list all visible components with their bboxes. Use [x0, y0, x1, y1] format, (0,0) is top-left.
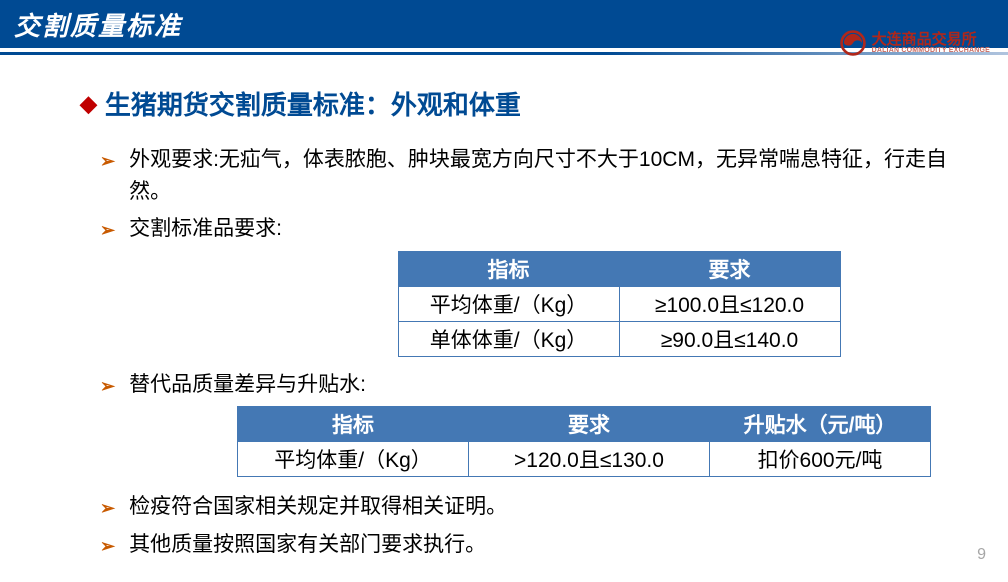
- bullet-text: 外观要求:无疝气，体表脓胞、肿块最宽方向尺寸不大于10CM，无异常喘息特征，行走…: [129, 144, 948, 207]
- logo-swirl-icon: [840, 30, 866, 56]
- logo-main-text: 大连商品交易所: [872, 32, 990, 47]
- th-requirement: 要求: [619, 251, 840, 286]
- cell: ≥100.0且≤120.0: [619, 286, 840, 321]
- diamond-icon: ◆: [80, 91, 97, 117]
- title-text: 交割质量标准: [14, 6, 182, 43]
- standard-table: 指标 要求 平均体重/（Kg） ≥100.0且≤120.0 单体体重/（Kg） …: [398, 251, 841, 357]
- cell: 平均体重/（Kg）: [238, 442, 469, 477]
- cell: 扣价600元/吨: [710, 442, 931, 477]
- chevron-icon: ➢: [100, 217, 115, 244]
- th-indicator: 指标: [398, 251, 619, 286]
- substitute-table-wrap: 指标 要求 升贴水（元/吨） 平均体重/（Kg） >120.0且≤130.0 扣…: [220, 406, 948, 477]
- bullet-appearance: ➢ 外观要求:无疝气，体表脓胞、肿块最宽方向尺寸不大于10CM，无异常喘息特征，…: [80, 144, 948, 207]
- slide-heading: ◆ 生猪期货交割质量标准：外观和体重: [80, 85, 948, 122]
- cell: ≥90.0且≤140.0: [619, 321, 840, 356]
- table-row: 平均体重/（Kg） ≥100.0且≤120.0: [398, 286, 840, 321]
- slide-content: ◆ 生猪期货交割质量标准：外观和体重 ➢ 外观要求:无疝气，体表脓胞、肿块最宽方…: [0, 55, 1008, 560]
- substitute-table: 指标 要求 升贴水（元/吨） 平均体重/（Kg） >120.0且≤130.0 扣…: [237, 406, 931, 477]
- th-requirement: 要求: [469, 407, 710, 442]
- chevron-icon: ➢: [100, 373, 115, 400]
- th-indicator: 指标: [238, 407, 469, 442]
- bullet-standard: ➢ 交割标准品要求:: [80, 213, 948, 245]
- bullet-quarantine: ➢ 检疫符合国家相关规定并取得相关证明。: [80, 491, 948, 523]
- table-row: 平均体重/（Kg） >120.0且≤130.0 扣价600元/吨: [238, 442, 931, 477]
- chevron-icon: ➢: [100, 533, 115, 560]
- bullet-text: 其他质量按照国家有关部门要求执行。: [129, 529, 948, 561]
- standard-table-wrap: 指标 要求 平均体重/（Kg） ≥100.0且≤120.0 单体体重/（Kg） …: [290, 251, 948, 357]
- cell: >120.0且≤130.0: [469, 442, 710, 477]
- page-number: 9: [977, 546, 986, 564]
- cell: 单体体重/（Kg）: [398, 321, 619, 356]
- chevron-icon: ➢: [100, 495, 115, 522]
- cell: 平均体重/（Kg）: [398, 286, 619, 321]
- exchange-logo: 大连商品交易所 DALIAN COMMODITY EXCHANGE: [840, 30, 990, 56]
- chevron-icon: ➢: [100, 148, 115, 175]
- th-premium: 升贴水（元/吨）: [710, 407, 931, 442]
- bullet-substitute: ➢ 替代品质量差异与升贴水:: [80, 369, 948, 401]
- table-row: 单体体重/（Kg） ≥90.0且≤140.0: [398, 321, 840, 356]
- bullet-text: 交割标准品要求:: [129, 213, 948, 245]
- bullet-text: 替代品质量差异与升贴水:: [129, 369, 948, 401]
- bullet-other: ➢ 其他质量按照国家有关部门要求执行。: [80, 529, 948, 561]
- logo-sub-text: DALIAN COMMODITY EXCHANGE: [872, 47, 990, 54]
- bullet-text: 检疫符合国家相关规定并取得相关证明。: [129, 491, 948, 523]
- heading-text: 生猪期货交割质量标准：外观和体重: [105, 85, 521, 122]
